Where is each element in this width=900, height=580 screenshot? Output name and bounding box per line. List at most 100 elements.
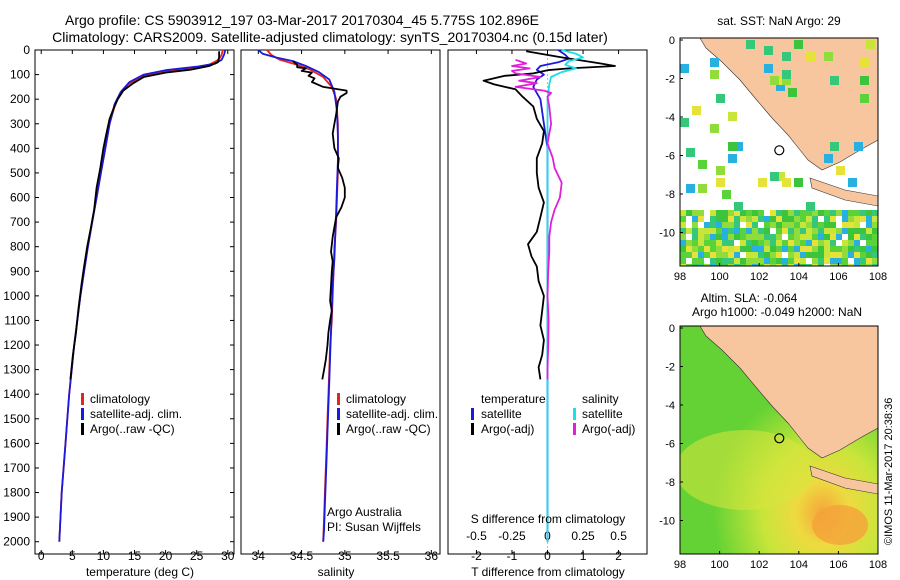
sst-map-title: sat. SST: NaN Argo: 29 (717, 14, 841, 28)
sst-cell (836, 246, 842, 252)
y-tick-label: 1800 (3, 486, 30, 500)
sst-cell (782, 240, 788, 246)
sst-cell (782, 76, 791, 85)
sst-cell (794, 210, 800, 216)
sst-cell (794, 240, 800, 246)
series-line-satellite-adj-clim (58, 49, 227, 542)
map-x-tick-label: 98 (674, 271, 686, 283)
sst-cell (854, 264, 860, 266)
sst-cell (740, 216, 746, 222)
temperature-axes-frame (34, 49, 235, 555)
sst-cell (866, 240, 872, 246)
sst-cell (728, 216, 734, 222)
sla-map-title-1: Altim. SLA: -0.064 (701, 291, 798, 305)
sst-cell (824, 154, 833, 163)
sst-cell (794, 258, 800, 264)
sst-cell (860, 228, 866, 234)
sla-map-frame (679, 325, 879, 555)
sst-cell (776, 228, 782, 234)
sst-cell (794, 264, 800, 266)
sst-cell (872, 234, 878, 240)
argo-location-marker (774, 145, 785, 156)
difference-series (482, 49, 616, 542)
y-tick-label: 1900 (3, 510, 30, 524)
sst-cell (854, 234, 860, 240)
sst-cell (788, 258, 794, 264)
legend-swatch-s-argo (573, 423, 576, 435)
sst-cell (692, 246, 698, 252)
sst-cell (830, 76, 839, 85)
map-y-tick-label: -4 (665, 112, 675, 124)
java-land (809, 177, 878, 207)
difference-panel: -2 -1 0 1 2-0.5 -0.25 0 0.25 0.5 S difference fr… (447, 49, 648, 579)
argo-location-marker (774, 433, 785, 444)
map-y-tick-label: 0 (669, 323, 675, 335)
sst-cell (710, 70, 719, 79)
sst-cell (860, 94, 869, 103)
sst-cell (824, 240, 830, 246)
sst-cell (764, 222, 770, 228)
sst-cell (722, 240, 728, 246)
salinity-series (257, 49, 348, 542)
sst-cell (848, 228, 854, 234)
sst-cell (680, 64, 689, 73)
sst-cell (764, 264, 770, 266)
y-tick-label: 1700 (3, 461, 30, 475)
sst-cell (704, 222, 710, 228)
sst-cell (710, 264, 716, 266)
sst-cell (710, 258, 716, 264)
sst-cell (842, 222, 848, 228)
series-line-s-argo-adj (511, 58, 563, 380)
sst-cell (788, 234, 794, 240)
sst-cell (854, 216, 860, 222)
sst-cell (824, 234, 830, 240)
series-line-argo-raw-qc (292, 60, 348, 380)
sst-cell (866, 234, 872, 240)
s-tick-label: 0.5 (610, 529, 627, 543)
legend-swatch-t-argo (471, 423, 474, 435)
sst-cell (752, 252, 758, 258)
sst-cell (794, 234, 800, 240)
sst-cell (692, 264, 698, 266)
legend-label-s-argo: Argo(-adj) (582, 422, 635, 436)
sst-cell (722, 234, 728, 240)
map-y-tick-label: -2 (665, 362, 675, 374)
sst-cell (734, 234, 740, 240)
imos-credit: ©IMOS 11-Mar-2017 20:38:36 (883, 398, 895, 545)
map-x-tick-label: 100 (710, 271, 728, 283)
sst-cell (686, 264, 692, 266)
sst-cell (806, 252, 812, 258)
x-tick-label: 36 (425, 549, 439, 563)
sst-cell (686, 210, 692, 216)
sst-cell (848, 246, 854, 252)
x-tick-label: 2 (615, 549, 622, 563)
sst-cell (758, 246, 764, 252)
sst-cell (686, 184, 695, 193)
sst-cell (782, 210, 788, 216)
temperature-legend: climatology satellite-adj. clim. Argo(..… (81, 392, 182, 436)
sst-cell (686, 148, 695, 157)
series-line-argo-raw-qc (69, 51, 220, 380)
sst-cell (692, 252, 698, 258)
sst-cell (812, 252, 818, 258)
sst-cell (680, 264, 686, 266)
sst-cell (854, 246, 860, 252)
sst-cell (872, 240, 878, 246)
sst-cell (770, 252, 776, 258)
map-y-tick-label: -8 (665, 477, 675, 489)
sst-cell (728, 210, 734, 216)
sst-cell (782, 246, 788, 252)
sst-cell (866, 222, 872, 228)
sst-cell (824, 210, 830, 216)
x-tick-label: -1 (507, 549, 518, 563)
sst-cell (686, 240, 692, 246)
sst-cell (710, 246, 716, 252)
sst-cell (860, 216, 866, 222)
sumatra-land (699, 326, 878, 459)
sst-cell (824, 216, 830, 222)
sst-cell (854, 228, 860, 234)
sst-cell (698, 258, 704, 264)
sst-cell (746, 40, 755, 49)
sst-cell (722, 222, 728, 228)
sst-cell (842, 228, 848, 234)
